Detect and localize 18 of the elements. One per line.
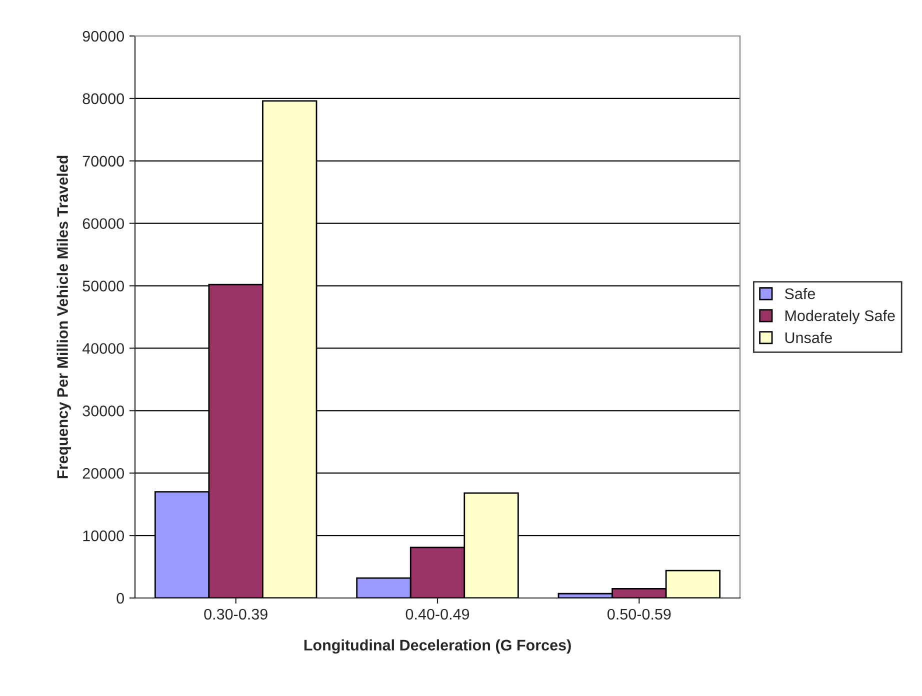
y-tick-label: 60000 bbox=[82, 218, 124, 230]
legend-label: Safe bbox=[784, 288, 815, 300]
y-tick-label: 30000 bbox=[82, 406, 124, 416]
y-tick-label: 90000 bbox=[82, 30, 124, 42]
y-axis-title: Frequency Per Million Vehicle Miles Traveled bbox=[56, 156, 71, 478]
x-axis-title: Longitudinal Deceleration (G Forces) bbox=[304, 639, 571, 654]
y-tick-label: 50000 bbox=[82, 280, 124, 292]
x-tick-label: 0.40-0.49 bbox=[406, 608, 470, 620]
x-tick-label: 0.30-0.39 bbox=[204, 608, 268, 620]
y-tick-label: 10000 bbox=[83, 530, 124, 542]
y-tick-label: 0 bbox=[116, 592, 124, 604]
y-tick-label: 80000 bbox=[82, 93, 124, 104]
legend-label: Moderately Safe bbox=[786, 310, 895, 324]
y-tick-label: 20000 bbox=[82, 468, 124, 479]
y-tick-label: 40000 bbox=[82, 343, 124, 354]
x-tick-label: 0.50-0.59 bbox=[607, 608, 671, 620]
y-tick-label: 70000 bbox=[82, 156, 124, 167]
legend-label: Unsafe bbox=[785, 332, 832, 344]
